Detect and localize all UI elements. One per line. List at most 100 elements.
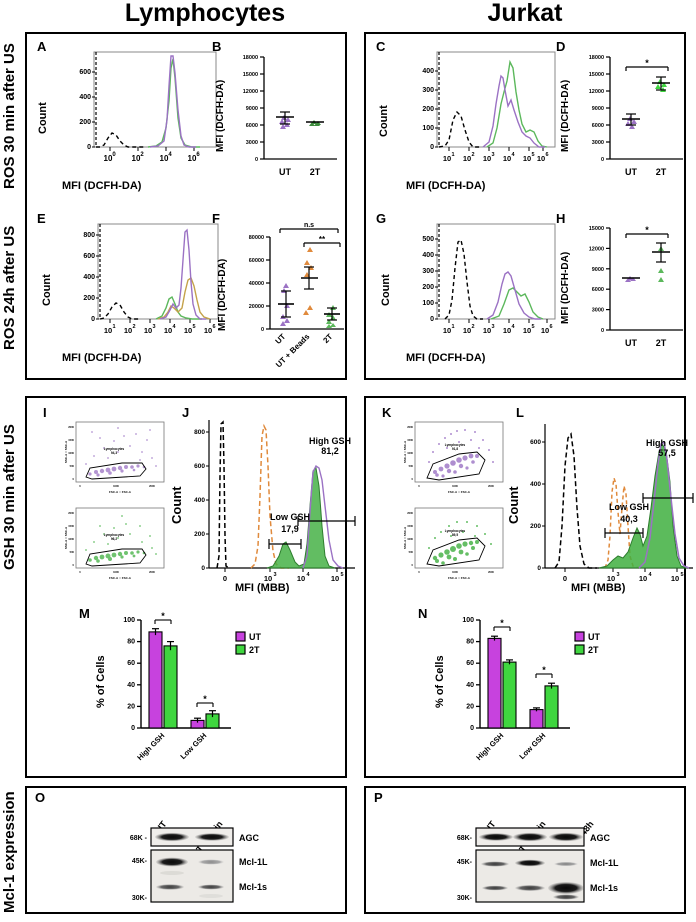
svg-text:0: 0	[418, 570, 420, 574]
svg-text:AGC: AGC	[239, 833, 260, 843]
svg-text:10: 10	[671, 574, 679, 583]
svg-text:UT: UT	[625, 338, 637, 348]
svg-text:2000: 2000	[149, 570, 155, 574]
svg-text:0: 0	[601, 157, 604, 163]
svg-text:40: 40	[127, 682, 135, 689]
svg-text:1: 1	[451, 324, 454, 330]
svg-text:Low GSH: Low GSH	[270, 512, 310, 522]
svg-text:1: 1	[112, 324, 115, 330]
svg-text:80000: 80000	[249, 235, 264, 241]
svg-text:0: 0	[201, 565, 205, 572]
svg-text:*: *	[542, 665, 546, 675]
svg-text:3: 3	[491, 152, 494, 158]
svg-text:1000: 1000	[113, 484, 119, 488]
svg-text:6000: 6000	[592, 287, 604, 293]
panel-letter-P: P	[374, 790, 383, 805]
svg-text:FSC-A :: FSC-A: FSC-A :: FSC-A	[448, 490, 471, 494]
panel-letter-K: K	[382, 405, 392, 420]
svg-text:10: 10	[124, 326, 132, 335]
svg-text:1000: 1000	[407, 451, 413, 455]
svg-text:10: 10	[297, 574, 305, 583]
svg-text:10: 10	[607, 574, 615, 583]
panel-H-plot: 0 3000 6000 9000 12000 15000 *	[589, 225, 683, 348]
svg-text:Lymphocytes: Lymphocytes	[104, 447, 125, 451]
svg-text:10: 10	[639, 574, 647, 583]
svg-text:18000: 18000	[243, 55, 258, 61]
panel-E-xlabel: MFI (DCFH-DA)	[62, 352, 142, 364]
svg-text:0: 0	[91, 316, 95, 323]
svg-text:4: 4	[511, 152, 515, 158]
column-title-jurkat: Jurkat	[487, 0, 563, 27]
svg-text:6: 6	[212, 324, 215, 330]
row-label-ros30: ROS 30 min after US	[1, 43, 18, 189]
svg-text:Lymphocytes: Lymphocytes	[445, 443, 466, 447]
svg-text:High GSH: High GSH	[135, 731, 166, 762]
svg-text:5: 5	[340, 572, 343, 578]
svg-text:10: 10	[483, 154, 491, 163]
svg-text:200: 200	[422, 284, 434, 291]
svg-text:10: 10	[264, 574, 272, 583]
svg-text:10: 10	[184, 326, 192, 335]
svg-text:45K-: 45K-	[132, 858, 148, 865]
row-label-gsh30: GSH 30 min after US	[1, 424, 18, 571]
svg-text:500: 500	[70, 464, 75, 468]
svg-text:500: 500	[70, 550, 75, 554]
svg-text:10: 10	[463, 326, 471, 335]
panel-F-ylabel: MFI (DCFH-DA)	[217, 258, 228, 331]
svg-text:**: **	[319, 235, 326, 244]
svg-text:68K-: 68K-	[457, 835, 473, 842]
svg-text:3: 3	[616, 572, 619, 578]
panel-letter-M: M	[79, 606, 90, 621]
panel-B-plot: 0 3000 6000 9000 12000 15000 18000 UT 2T	[243, 55, 337, 177]
svg-text:1500: 1500	[407, 524, 413, 528]
svg-text:800: 800	[194, 429, 205, 436]
svg-text:2T: 2T	[656, 338, 667, 348]
svg-text:0: 0	[79, 570, 81, 574]
panel-H-ylabel: MFI (DCFH-DA)	[560, 251, 571, 324]
svg-text:10: 10	[463, 154, 471, 163]
svg-text:1500: 1500	[68, 438, 74, 442]
svg-text:91,8: 91,8	[452, 447, 458, 451]
svg-text:3000: 3000	[592, 140, 604, 146]
panel-G-xlabel: MFI (DCFH-DA)	[406, 352, 486, 364]
svg-text:UT: UT	[249, 632, 261, 642]
svg-text:10: 10	[503, 154, 511, 163]
svg-text:AGC: AGC	[590, 833, 611, 843]
svg-text:UT: UT	[274, 332, 288, 346]
svg-text:1500: 1500	[407, 438, 413, 442]
panel-A-ylabel: Count	[37, 102, 49, 134]
panel-box-ros-lymphocytes: A Count MFI (DCFH-DA) 0 200 400 600 10 0 10…	[25, 32, 347, 380]
svg-text:5: 5	[531, 152, 534, 158]
svg-text:1000: 1000	[68, 451, 74, 455]
svg-text:45K-: 45K-	[457, 859, 473, 866]
panel-letter-N: N	[418, 606, 428, 621]
svg-text:200: 200	[422, 106, 434, 113]
svg-text:30K-: 30K-	[457, 895, 473, 902]
column-title-lymphocytes: Lymphocytes	[124, 0, 286, 27]
svg-text:2000: 2000	[149, 484, 155, 488]
panel-letter-F: F	[212, 211, 220, 226]
svg-text:81,2: 81,2	[321, 446, 339, 456]
svg-text:High GSH: High GSH	[646, 438, 688, 448]
svg-text:2: 2	[471, 152, 474, 158]
svg-text:SSC-A :: SSC-A: SSC-A :: SSC-A	[403, 526, 407, 549]
svg-text:600: 600	[194, 463, 205, 470]
svg-text:12000: 12000	[589, 89, 604, 95]
svg-text:SSC-A :: SSC-A: SSC-A :: SSC-A	[64, 440, 68, 463]
svg-text:UT: UT	[588, 632, 600, 642]
svg-text:40,3: 40,3	[620, 514, 638, 524]
svg-text:200: 200	[83, 295, 95, 302]
panel-P-blot: UT 2T 30 min 2T 48h 68K- AGC 45K- 30K- M…	[457, 819, 619, 903]
svg-text:Low GSH: Low GSH	[517, 731, 547, 761]
svg-text:0: 0	[537, 565, 541, 572]
panel-box-gsh-lymphocytes: I Lymphocytes 94,3 2000 1500	[25, 396, 356, 778]
svg-text:UT: UT	[279, 167, 291, 177]
svg-text:20: 20	[466, 703, 474, 710]
panel-letter-C: C	[376, 39, 386, 54]
svg-text:18000: 18000	[589, 55, 604, 61]
svg-text:10: 10	[160, 154, 169, 163]
